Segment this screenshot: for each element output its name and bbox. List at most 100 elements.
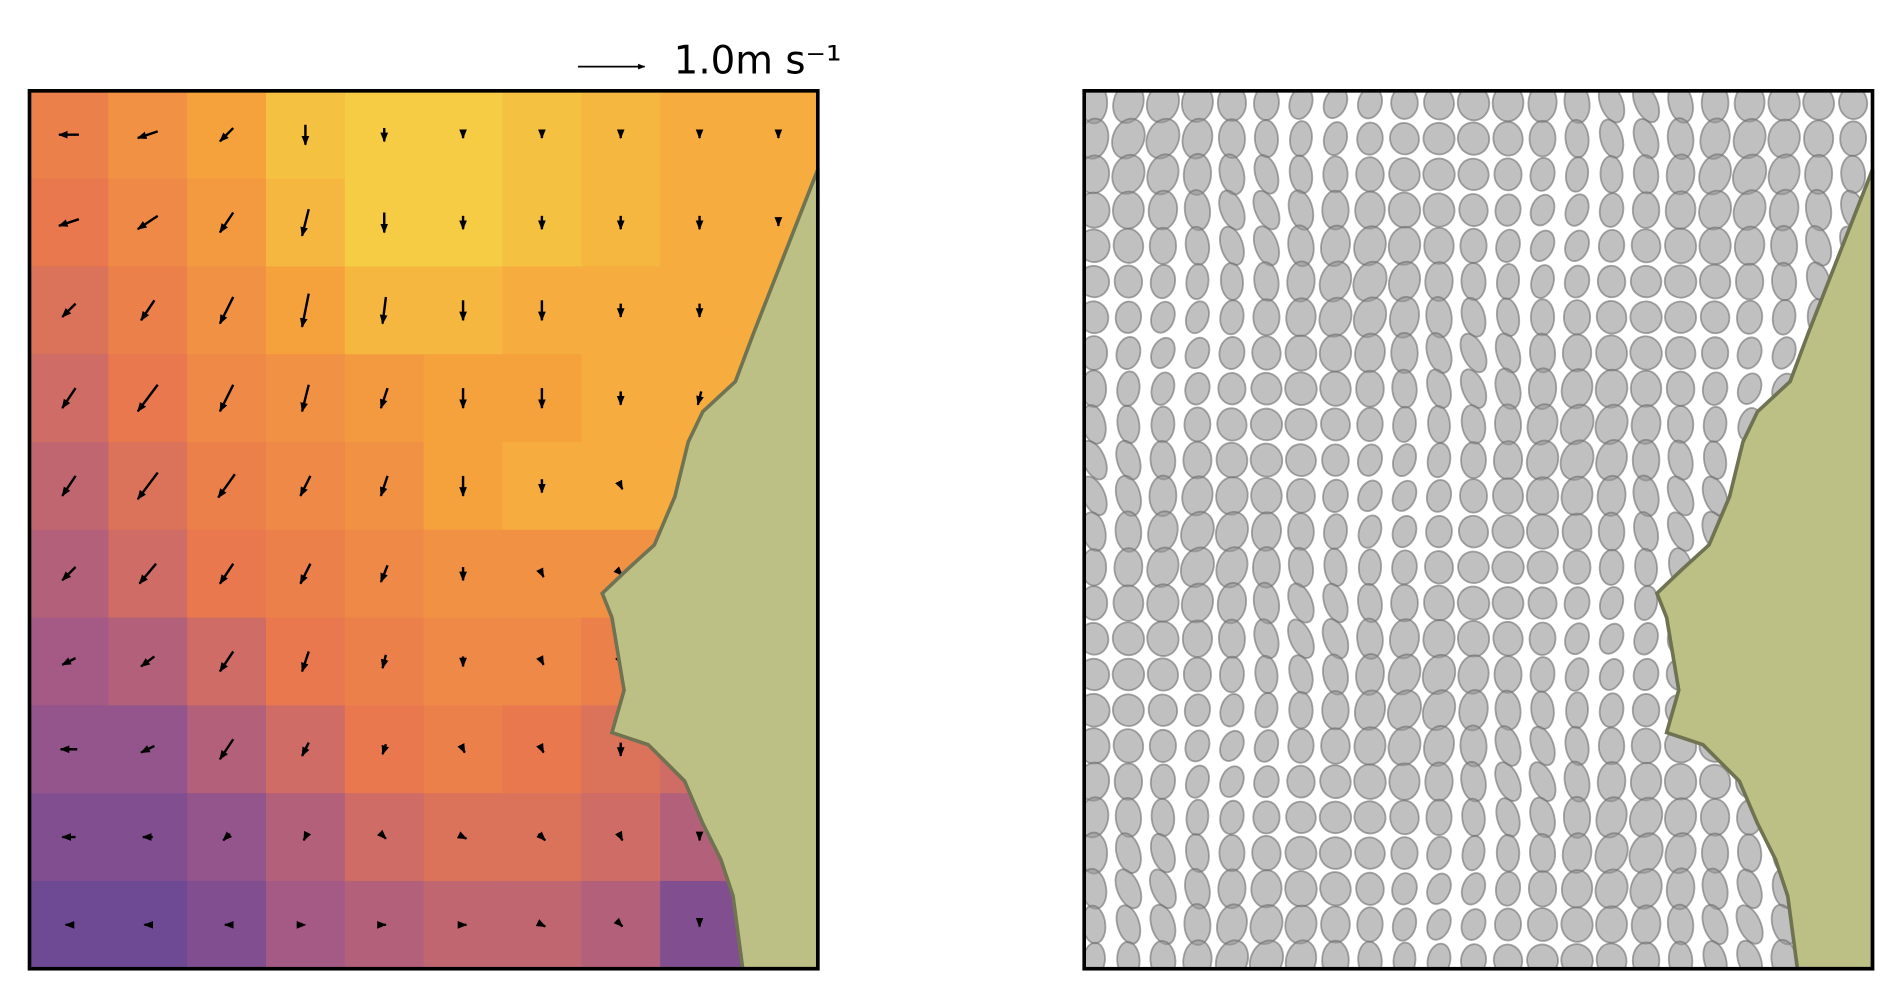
velocity-arrow xyxy=(136,130,159,140)
strain-ellipse xyxy=(1560,906,1594,943)
strain-ellipse xyxy=(1561,333,1593,373)
strain-ellipse xyxy=(1216,407,1248,442)
strain-ellipse xyxy=(1424,261,1454,302)
strain-ellipse xyxy=(1598,658,1625,691)
strain-ellipse xyxy=(1182,656,1212,693)
strain-ellipse xyxy=(1459,478,1488,514)
strain-ellipse xyxy=(1357,940,1383,969)
velocity-arrow xyxy=(136,214,159,231)
strain-ellipse xyxy=(1389,799,1420,836)
strain-ellipse xyxy=(1179,546,1215,588)
strain-ellipse xyxy=(1597,726,1626,766)
strain-ellipse xyxy=(1598,586,1625,620)
strain-ellipse xyxy=(1250,477,1283,515)
strain-ellipse xyxy=(1423,226,1455,265)
velocity-arrow xyxy=(61,657,77,666)
strain-ellipse xyxy=(1597,511,1626,552)
velocity-arrow xyxy=(140,744,155,754)
strain-ellipse xyxy=(1527,870,1558,908)
strain-ellipse xyxy=(1217,372,1247,406)
strain-ellipse xyxy=(1147,693,1179,727)
strain-ellipse xyxy=(1322,90,1349,120)
velocity-arrow xyxy=(61,566,77,582)
velocity-arrow xyxy=(136,384,159,413)
strain-ellipse xyxy=(1148,226,1177,265)
strain-ellipse xyxy=(1286,764,1316,799)
strain-ellipse xyxy=(1494,403,1522,446)
velocity-arrow xyxy=(379,296,388,325)
strain-ellipse xyxy=(1702,440,1728,480)
strain-ellipse xyxy=(1700,832,1730,874)
strain-ellipse xyxy=(1664,336,1697,370)
velocity-arrow xyxy=(379,475,389,497)
strain-ellipse xyxy=(1249,407,1284,442)
strain-ellipse xyxy=(1321,189,1350,231)
strain-ellipse xyxy=(1354,190,1386,230)
strain-ellipse xyxy=(1598,622,1625,655)
velocity-arrow xyxy=(299,475,312,497)
strain-ellipse xyxy=(1218,618,1246,659)
strain-ellipse xyxy=(1456,90,1491,122)
strain-ellipse xyxy=(1629,264,1663,299)
strain-ellipse xyxy=(1667,940,1694,969)
strain-ellipse xyxy=(1665,370,1696,407)
strain-ellipse xyxy=(1113,762,1144,801)
strain-ellipse xyxy=(1112,584,1145,622)
velocity-arrow xyxy=(536,655,545,666)
strain-ellipse xyxy=(1666,404,1695,444)
strain-ellipse xyxy=(1219,299,1245,336)
strain-ellipse xyxy=(1632,90,1661,124)
strain-ellipse xyxy=(1734,262,1765,301)
strain-ellipse xyxy=(1113,264,1144,299)
strain-ellipse xyxy=(1357,548,1383,587)
strain-ellipse xyxy=(1698,226,1732,266)
velocity-arrow xyxy=(299,293,310,328)
strain-ellipse xyxy=(1084,657,1111,692)
strain-ellipse xyxy=(1629,300,1663,335)
strain-ellipse xyxy=(1459,332,1488,374)
strain-ellipse xyxy=(1457,514,1490,549)
strain-ellipse xyxy=(1699,300,1731,335)
velocity-arrow xyxy=(61,475,77,497)
strain-ellipse xyxy=(1491,514,1525,549)
strain-ellipse xyxy=(1252,225,1280,267)
strain-ellipse xyxy=(1318,836,1353,870)
strain-ellipse xyxy=(1150,405,1176,444)
strain-ellipse xyxy=(1249,442,1284,478)
strain-ellipse xyxy=(1529,193,1556,227)
strain-ellipse xyxy=(1805,225,1833,267)
strain-ellipse xyxy=(1320,407,1351,442)
strain-ellipse xyxy=(1492,477,1524,515)
strain-ellipse xyxy=(1422,192,1456,228)
strain-ellipse xyxy=(1491,586,1525,620)
velocity-arrow xyxy=(302,830,312,842)
strain-ellipse xyxy=(1839,120,1868,157)
strain-ellipse xyxy=(1460,262,1487,302)
strain-ellipse xyxy=(1529,229,1556,262)
strain-ellipse xyxy=(1771,336,1797,370)
strain-ellipse xyxy=(1631,941,1661,969)
strain-ellipse xyxy=(1219,225,1245,266)
panel-frame xyxy=(1082,89,1875,971)
strain-ellipse xyxy=(1595,300,1628,335)
strain-ellipse xyxy=(1112,728,1145,764)
strain-ellipse xyxy=(1562,549,1592,585)
strain-ellipse xyxy=(1219,729,1245,762)
velocity-arrow xyxy=(380,654,389,670)
strain-ellipse xyxy=(1284,835,1318,871)
strain-ellipse xyxy=(1356,90,1384,120)
velocity-arrow xyxy=(218,563,235,585)
strain-ellipse xyxy=(1423,90,1455,121)
velocity-arrow xyxy=(613,917,624,928)
strain-ellipse xyxy=(1459,227,1488,264)
velocity-arrow xyxy=(218,211,235,234)
strain-ellipse xyxy=(1491,550,1525,584)
velocity-arrow xyxy=(61,387,77,409)
strain-ellipse xyxy=(1181,619,1213,658)
strain-ellipse xyxy=(1564,193,1590,227)
strain-ellipse xyxy=(1284,371,1318,406)
strain-ellipse xyxy=(1111,657,1146,692)
strain-ellipse xyxy=(1114,868,1143,910)
